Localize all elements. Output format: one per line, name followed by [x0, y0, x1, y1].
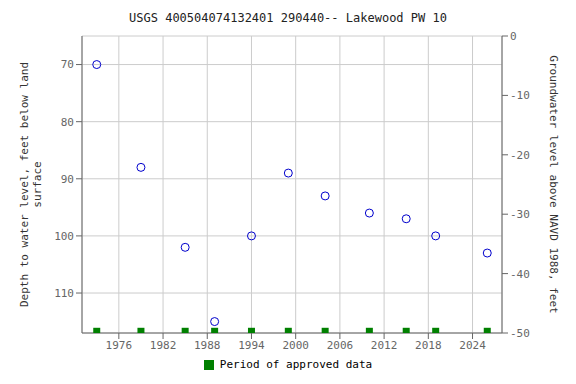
svg-text:2012: 2012: [371, 339, 398, 352]
svg-text:1982: 1982: [150, 339, 177, 352]
svg-text:Depth to water level, feet bel: Depth to water level, feet below landsur…: [18, 62, 44, 307]
svg-text:-10: -10: [510, 89, 530, 102]
svg-text:2024: 2024: [459, 339, 486, 352]
svg-text:1994: 1994: [238, 339, 265, 352]
html-text:Period of approved data: Period of approved data: [219, 358, 373, 371]
svg-text:-20: -20: [510, 149, 530, 162]
svg-text:1988: 1988: [194, 339, 221, 352]
svg-text:110: 110: [54, 287, 74, 300]
svg-text:-40: -40: [510, 268, 530, 281]
svg-text:-50: -50: [510, 327, 530, 340]
svg-text:2006: 2006: [327, 339, 354, 352]
svg-text:2018: 2018: [415, 339, 442, 352]
svg-text:2000: 2000: [282, 339, 309, 352]
svg-text:1976: 1976: [106, 339, 133, 352]
svg-text:80: 80: [61, 116, 74, 129]
svg-text:90: 90: [61, 173, 74, 186]
html-text:USGS 400504074132401 290440--: USGS 400504074132401 290440-- Lakewood P…: [129, 11, 447, 25]
svg-text:100: 100: [54, 230, 74, 243]
svg-text:Groundwater level above NAVD 1: Groundwater level above NAVD 1988, feet: [547, 55, 560, 313]
svg-text:0: 0: [510, 30, 517, 43]
svg-text:70: 70: [61, 58, 74, 71]
svg-text:-30: -30: [510, 208, 530, 221]
